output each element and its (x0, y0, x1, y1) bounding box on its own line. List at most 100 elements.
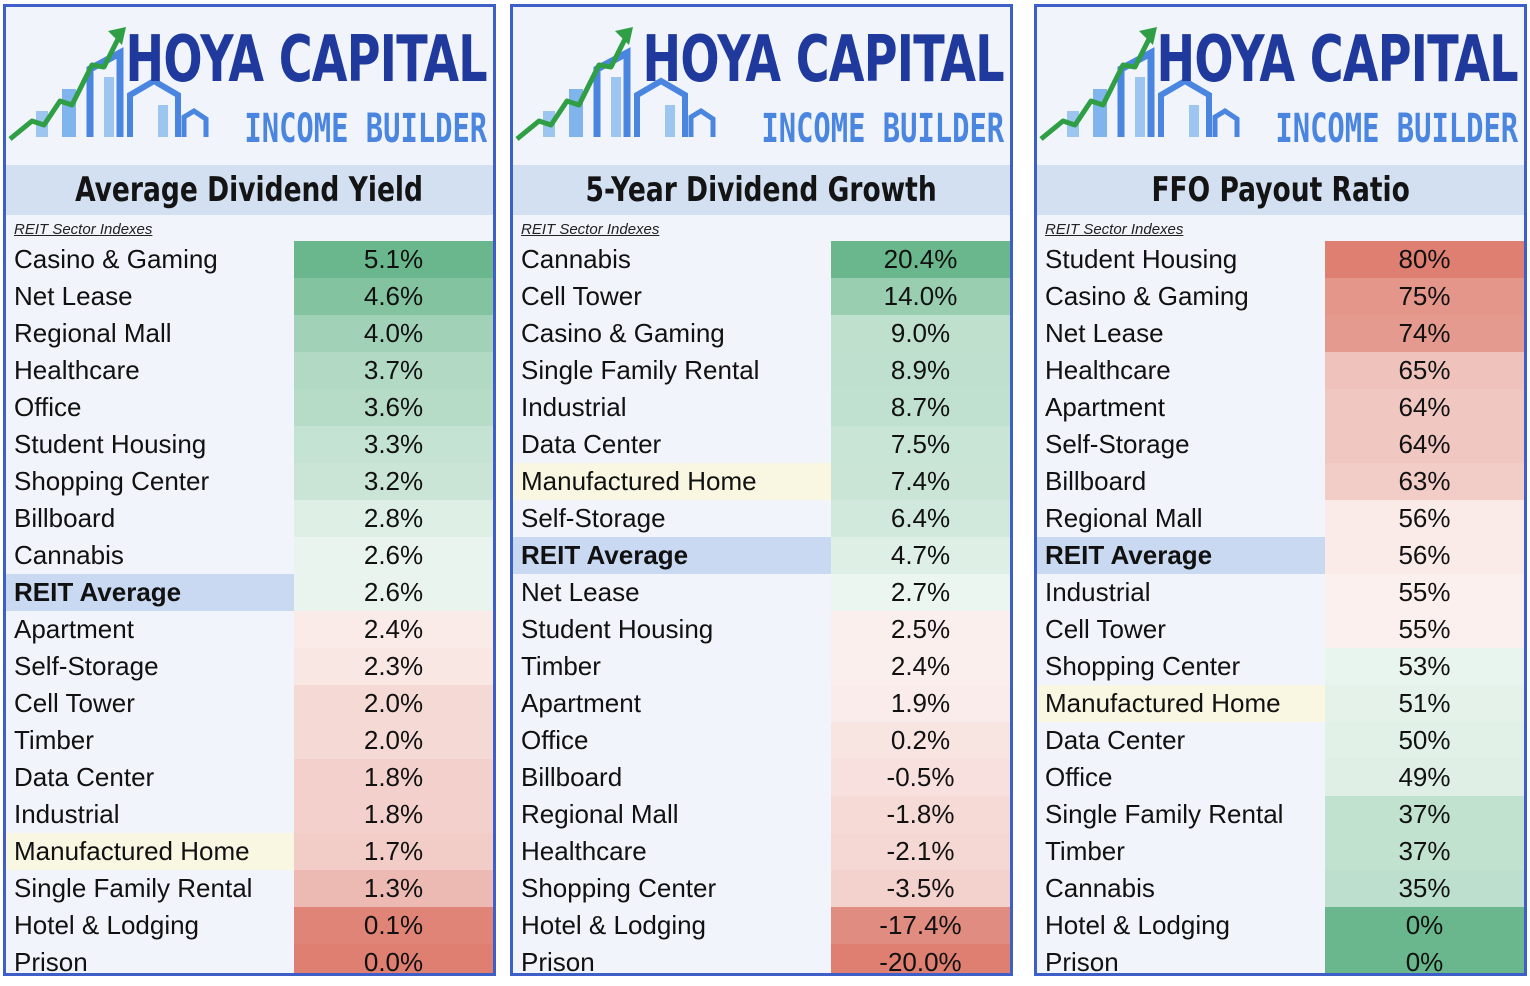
brand-name: HOYA CAPITAL (125, 23, 488, 97)
value-cell: 65% (1325, 352, 1524, 389)
table-row-regional-mall: Regional Mall -1.8% (513, 796, 1010, 833)
sector-label: Cell Tower (1045, 614, 1166, 644)
value-cell: 37% (1325, 796, 1524, 833)
table-title: FFO Payout Ratio (1151, 170, 1410, 210)
table-rows: Student Housing 80% Casino & Gaming 75% Net … (1037, 241, 1524, 973)
value-cell: 2.0% (294, 685, 493, 722)
value-cell: 1.9% (831, 685, 1010, 722)
table-row-shopping-center: Shopping Center 53% (1037, 648, 1524, 685)
table-row-office: Office 49% (1037, 759, 1524, 796)
sector-label: Prison (521, 947, 595, 976)
table-rows: Cannabis 20.4% Cell Tower 14.0% Casino & Gam… (513, 241, 1010, 976)
sector-label: REIT Average (513, 537, 831, 574)
table-row-self-storage: Self-Storage 64% (1037, 426, 1524, 463)
table-row-healthcare: Healthcare -2.1% (513, 833, 1010, 870)
table-row-single-family-rental: Single Family Rental 8.9% (513, 352, 1010, 389)
sector-label: Apartment (14, 614, 134, 644)
table-row-reit-average: REIT Average 56% (1037, 537, 1524, 574)
sector-label: Data Center (1045, 725, 1186, 755)
value-cell: 20.4% (831, 241, 1010, 278)
table-title-bar: FFO Payout Ratio (1037, 165, 1524, 215)
hoya-capital-logo: HOYA CAPITAL INCOME BUILDER (1037, 7, 1524, 163)
value-cell: 4.6% (294, 278, 493, 315)
table-row-office: Office 0.2% (513, 722, 1010, 759)
sector-label: Cell Tower (14, 688, 135, 718)
value-cell: 35% (1325, 870, 1524, 907)
sector-label: Casino & Gaming (14, 244, 218, 274)
value-cell: 1.7% (294, 833, 493, 870)
table-title: 5-Year Dividend Growth (585, 170, 938, 210)
value-cell: 63% (1325, 463, 1524, 500)
sector-label: Billboard (14, 503, 116, 533)
sector-label: Net Lease (1045, 318, 1164, 348)
table-row-apartment: Apartment 2.4% (6, 611, 493, 648)
table-row-hotel-and-lodging: Hotel & Lodging 0% (1037, 907, 1524, 944)
value-cell: 0% (1325, 907, 1524, 944)
value-cell: 1.8% (294, 759, 493, 796)
sector-label: Healthcare (14, 355, 140, 385)
panel-average-dividend-yield: HOYA CAPITAL INCOME BUILDER Average Divi… (3, 4, 496, 976)
table-row-reit-average: REIT Average 4.7% (513, 537, 1010, 574)
sector-label: Student Housing (14, 429, 207, 459)
sector-label: Regional Mall (1045, 503, 1203, 533)
value-cell: 0.2% (831, 722, 1010, 759)
table-subtitle: REIT Sector Indexes (1045, 221, 1184, 238)
sector-label: Office (14, 392, 82, 422)
table-row-student-housing: Student Housing 80% (1037, 241, 1524, 278)
value-cell: -20.0% (831, 944, 1010, 973)
table-row-hotel-and-lodging: Hotel & Lodging -17.4% (513, 907, 1010, 944)
brand-tagline: INCOME BUILDER (244, 106, 487, 152)
value-cell: 0.0% (294, 944, 493, 973)
sector-label: Manufactured Home (1037, 685, 1325, 722)
brand-tagline: INCOME BUILDER (1275, 106, 1518, 152)
sector-label: Hotel & Lodging (14, 910, 200, 940)
sector-label: Timber (521, 651, 601, 681)
value-cell: 6.4% (831, 500, 1010, 537)
value-cell: 55% (1325, 611, 1524, 648)
value-cell: -0.5% (831, 759, 1010, 796)
sector-label: Regional Mall (14, 318, 172, 348)
sector-label: Shopping Center (521, 873, 717, 903)
table-row-casino-and-gaming: Casino & Gaming 9.0% (513, 315, 1010, 352)
table-row-hotel-and-lodging: Hotel & Lodging 0.1% (6, 907, 493, 944)
table-row-casino-and-gaming: Casino & Gaming 5.1% (6, 241, 493, 278)
table-row-cell-tower: Cell Tower 14.0% (513, 278, 1010, 315)
value-cell: 50% (1325, 722, 1524, 759)
sector-label: Casino & Gaming (521, 318, 725, 348)
table-row-healthcare: Healthcare 65% (1037, 352, 1524, 389)
panel-ffo-payout-ratio: HOYA CAPITAL INCOME BUILDER FFO Payout R… (1034, 4, 1527, 976)
table-row-manufactured-home: Manufactured Home 7.4% (513, 463, 1010, 500)
sector-label: Prison (14, 947, 88, 976)
table-row-industrial: Industrial 55% (1037, 574, 1524, 611)
value-cell: 56% (1325, 537, 1524, 574)
value-cell: 74% (1325, 315, 1524, 352)
sector-label: Data Center (521, 429, 662, 459)
value-cell: 37% (1325, 833, 1524, 870)
value-cell: 7.5% (831, 426, 1010, 463)
value-cell: -17.4% (831, 907, 1010, 944)
table-row-billboard: Billboard 2.8% (6, 500, 493, 537)
value-cell: 4.0% (294, 315, 493, 352)
table-row-apartment: Apartment 1.9% (513, 685, 1010, 722)
sector-label: Manufactured Home (6, 833, 294, 870)
sector-label: Self-Storage (521, 503, 666, 533)
sector-label: Self-Storage (1045, 429, 1190, 459)
value-cell: 0.1% (294, 907, 493, 944)
table-row-shopping-center: Shopping Center 3.2% (6, 463, 493, 500)
value-cell: 3.3% (294, 426, 493, 463)
value-cell: -1.8% (831, 796, 1010, 833)
table-row-timber: Timber 2.0% (6, 722, 493, 759)
value-cell: 64% (1325, 389, 1524, 426)
value-cell: 2.7% (831, 574, 1010, 611)
value-cell: 3.6% (294, 389, 493, 426)
sector-label: Office (1045, 762, 1113, 792)
table-row-office: Office 3.6% (6, 389, 493, 426)
sector-label: Student Housing (1045, 244, 1238, 274)
table-row-cannabis: Cannabis 35% (1037, 870, 1524, 907)
sector-label: Shopping Center (14, 466, 210, 496)
sector-label: Regional Mall (521, 799, 679, 829)
sector-label: Net Lease (14, 281, 133, 311)
rising-buildings-logo-icon (1039, 27, 1240, 141)
brand-name: HOYA CAPITAL (642, 23, 1005, 97)
table-row-regional-mall: Regional Mall 56% (1037, 500, 1524, 537)
